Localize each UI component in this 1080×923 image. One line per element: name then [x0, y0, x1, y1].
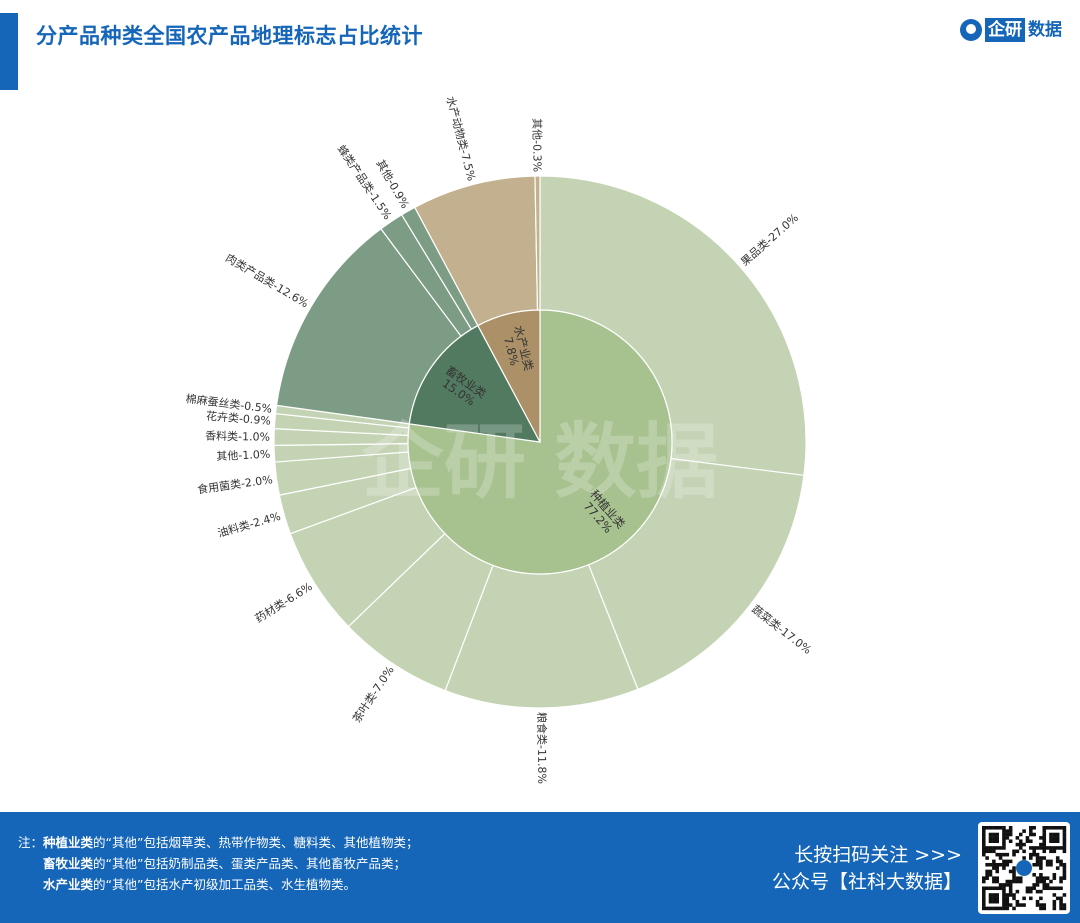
follow-prompt: 长按扫码关注 >>> 公众号【社科大数据】 [772, 842, 962, 896]
inner-segment [477, 309, 541, 443]
outer-label: 粮食类-11.8% [535, 712, 549, 784]
note-line: 畜牧业类的“其他”包括奶制品类、蛋类产品类、其他畜牧产品类； [18, 853, 418, 874]
inner-label: 水产业类7.8% [499, 324, 536, 376]
follow-line-2: 公众号【社科大数据】 [771, 871, 962, 893]
note-text: 的“其他”包括水产初级加工品类、水生植物类。 [93, 877, 356, 892]
inner-segment [407, 309, 673, 575]
outer-label: 其他-0.3% [530, 118, 544, 172]
outer-label: 油料类-2.4% [216, 509, 282, 540]
outer-label: 其他-1.0% [216, 448, 270, 463]
note-bold: 水产业类 [43, 877, 94, 892]
logo-icon [960, 19, 982, 41]
note-bold: 种植业类 [43, 835, 94, 850]
brand-box-text: 企研 [985, 18, 1025, 42]
outer-label: 食用菌类-2.0% [196, 472, 273, 496]
outer-label: 药材类-6.6% [252, 579, 314, 625]
sunburst-chart: 企研 数据 果品类-27.0% 蔬菜类-17.0% 粮食类-11.8% 茶叶类-7.0%… [185, 95, 815, 784]
outer-label: 肉类产品类-12.6% [223, 251, 311, 311]
inner-segment [408, 324, 542, 443]
outer-label: 水产动物类-7.5% [444, 95, 479, 183]
header-accent-bar [0, 13, 18, 90]
note-line: 注：种植业类的“其他”包括烟草类、热带作物类、糖料类、其他植物类； [18, 832, 418, 853]
outer-label: 蔬菜类-17.0% [749, 602, 814, 657]
footer: 注：种植业类的“其他”包括烟草类、热带作物类、糖料类、其他植物类； 畜牧业类的“… [0, 812, 1080, 923]
note-text: 的“其他”包括奶制品类、蛋类产品类、其他畜牧产品类； [93, 856, 406, 871]
note-bold: 畜牧业类 [43, 856, 94, 871]
brand-logo: 企研 数据 [960, 16, 1062, 44]
watermark: 企研 数据 [362, 415, 719, 510]
note-prefix: 注： [18, 835, 44, 850]
follow-line-1: 长按扫码关注 >>> [794, 844, 962, 866]
qr-code[interactable] [978, 822, 1070, 914]
brand-text: 数据 [1028, 20, 1062, 40]
page-title: 分产品种类全国农产品地理标志占比统计 [36, 24, 423, 48]
outer-label: 茶叶类-7.0% [349, 663, 396, 725]
outer-label: 花卉类-0.9% [206, 409, 272, 428]
note-text: 的“其他”包括烟草类、热带作物类、糖料类、其他植物类； [93, 835, 419, 850]
outer-label: 香料类-1.0% [205, 429, 270, 444]
footer-note: 注：种植业类的“其他”包括烟草类、热带作物类、糖料类、其他植物类； 畜牧业类的“… [18, 832, 418, 895]
note-line: 水产业类的“其他”包括水产初级加工品类、水生植物类。 [18, 874, 418, 895]
outer-label: 果品类-27.0% [738, 211, 801, 269]
